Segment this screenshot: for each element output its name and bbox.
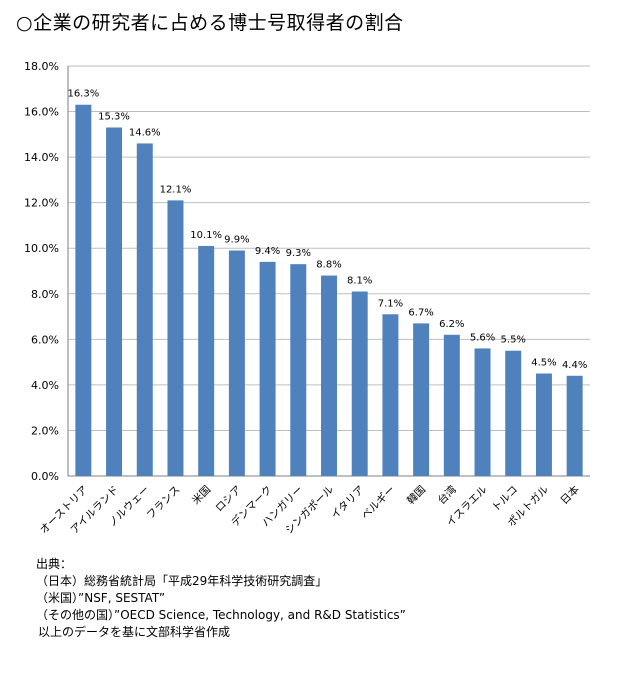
data-label: 4.4%	[562, 360, 587, 371]
data-label: 16.3%	[67, 89, 99, 100]
bar	[259, 261, 276, 476]
bar	[566, 375, 583, 476]
y-tick-label: 8.0%	[31, 288, 59, 301]
x-tick-label: 韓国	[405, 484, 428, 507]
data-label: 6.2%	[439, 319, 464, 330]
data-label: 8.8%	[316, 260, 341, 271]
data-label: 9.9%	[224, 235, 249, 246]
data-label: 6.7%	[408, 307, 433, 318]
bar	[198, 245, 215, 476]
data-label: 12.1%	[160, 184, 192, 195]
y-tick-label: 18.0%	[24, 60, 59, 73]
data-label: 15.3%	[98, 112, 130, 123]
y-tick-label: 2.0%	[31, 424, 59, 437]
y-tick-label: 12.0%	[24, 197, 59, 210]
data-label: 14.6%	[129, 127, 161, 138]
page-title: ○企業の研究者に占める博士号取得者の割合	[16, 12, 404, 34]
y-tick-label: 6.0%	[31, 333, 59, 346]
y-tick-label: 14.0%	[24, 151, 59, 164]
data-label: 5.5%	[501, 335, 526, 346]
x-tick-label: 台湾	[435, 483, 459, 507]
data-label: 8.1%	[347, 276, 372, 287]
bar	[535, 373, 552, 476]
y-tick-label: 16.0%	[24, 106, 59, 119]
bar	[167, 200, 184, 476]
source-line-us: （米国）”NSF, SESTAT”	[36, 591, 166, 605]
source-heading: 出典：	[36, 557, 73, 571]
bar	[443, 334, 460, 476]
x-tick-label: ベルギー	[359, 484, 397, 522]
source-line-others: （その他の国）”OECD Science, Technology, and R&…	[36, 608, 406, 622]
data-label: 5.6%	[470, 332, 495, 343]
x-tick-label: フランス	[145, 484, 183, 522]
bar	[228, 250, 245, 476]
data-label: 4.5%	[531, 358, 556, 369]
x-tick-label: 日本	[558, 483, 582, 507]
bar-chart: 0.0% 2.0% 4.0% 6.0% 8.0% 10.0% 12.0% 14.0% 16.0%…	[24, 60, 590, 537]
bar	[474, 348, 491, 476]
bar	[505, 350, 522, 476]
source-note: 出典： （日本）総務省統計局「平成29年科学技術研究調査」 （米国）”NSF, …	[36, 556, 406, 641]
bar	[413, 323, 430, 476]
source-footer: 以上のデータを基に文部科学省作成	[38, 625, 231, 639]
x-tick-label: 米国	[189, 483, 213, 507]
bar	[136, 143, 153, 476]
bar	[321, 275, 337, 476]
source-line-japan: （日本）総務省統計局「平成29年科学技術研究調査」	[36, 574, 328, 588]
bar	[75, 104, 92, 476]
data-label: 9.4%	[255, 246, 280, 257]
bar	[382, 314, 399, 476]
y-tick-label: 4.0%	[31, 379, 59, 392]
bar	[106, 127, 123, 476]
bar	[351, 291, 368, 476]
data-label: 7.1%	[378, 298, 403, 309]
data-label: 9.3%	[286, 248, 311, 259]
data-label: 10.1%	[190, 230, 222, 241]
y-tick-label: 0.0%	[31, 470, 59, 483]
bar	[290, 264, 307, 476]
y-tick-label: 10.0%	[24, 242, 59, 255]
